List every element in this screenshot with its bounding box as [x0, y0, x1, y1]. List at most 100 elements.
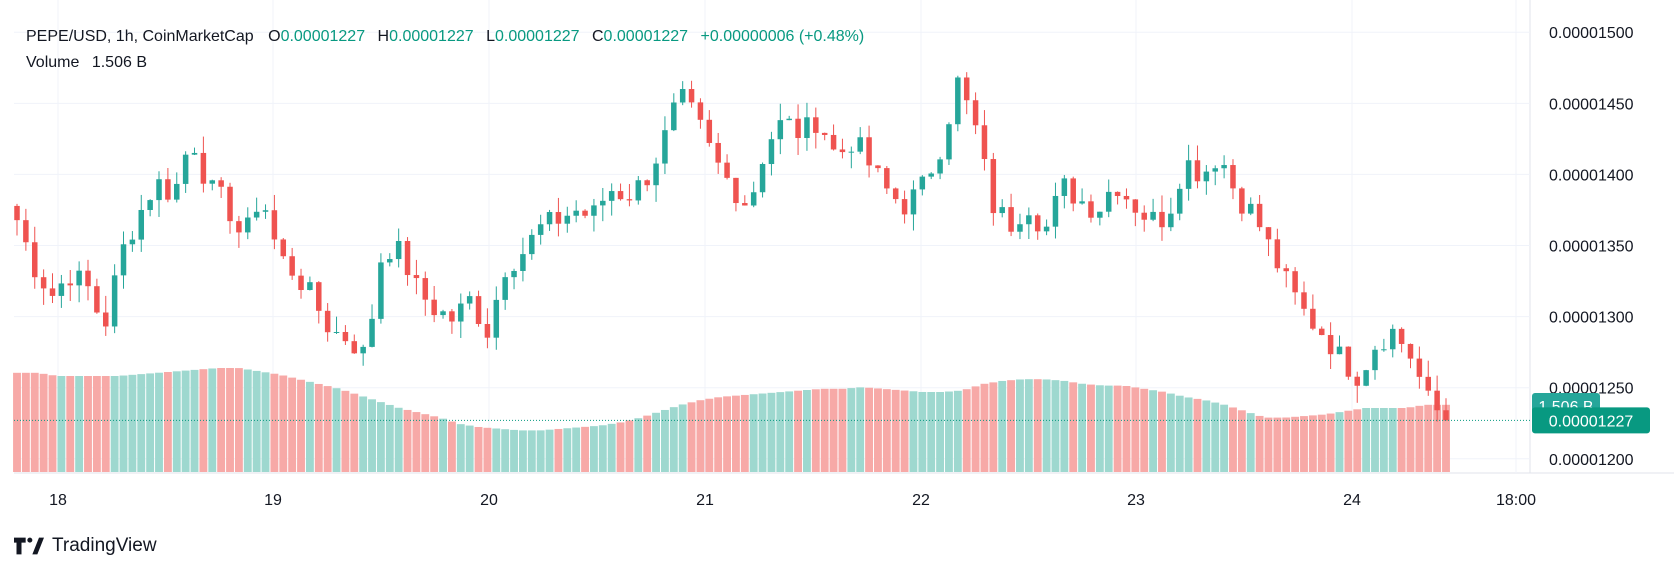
candle-body — [218, 180, 224, 187]
volume-bar — [598, 425, 607, 472]
volume-bar — [279, 375, 288, 472]
volume-bar — [536, 430, 545, 472]
candle-body — [458, 303, 464, 322]
volume-bar — [155, 372, 163, 472]
candle-body — [1301, 292, 1307, 309]
candle-body — [733, 177, 739, 204]
volume-bar — [39, 373, 48, 472]
candle-body — [1398, 328, 1405, 344]
candle-body — [1247, 203, 1254, 214]
candle-body — [821, 132, 828, 135]
candle-body — [679, 89, 686, 103]
candle-body — [1407, 343, 1414, 359]
volume-bar — [1379, 408, 1388, 472]
time-tick-label: 20 — [480, 492, 498, 509]
candle-body — [316, 282, 322, 311]
volume-bar — [1317, 414, 1326, 472]
tradingview-logo[interactable]: TradingView — [14, 535, 157, 557]
volume-bar — [243, 369, 252, 472]
candle-body — [626, 199, 633, 201]
volume-bar — [1104, 385, 1113, 472]
candle-body — [1150, 211, 1156, 220]
time-tick-label: 18:00 — [1496, 492, 1536, 509]
change-value: +0.00000006 (+0.48%) — [700, 28, 865, 45]
volume-bar — [1335, 412, 1344, 472]
volume-bar — [1246, 413, 1255, 472]
volume-bar — [146, 373, 155, 472]
price-tag-label: 0.00001227 — [1549, 413, 1634, 430]
volume-bar — [1291, 416, 1300, 472]
volume-bar — [21, 372, 30, 472]
candle-body — [511, 270, 517, 278]
candle-body — [49, 288, 56, 296]
volume-bar — [1255, 415, 1264, 472]
volume-bar — [1362, 408, 1371, 472]
volume-bar — [447, 421, 456, 472]
candle-body — [1132, 199, 1139, 213]
candle-body — [1079, 201, 1085, 204]
volume-bar — [1237, 410, 1246, 472]
time-tick-label: 22 — [912, 492, 930, 509]
candle-body — [777, 120, 784, 140]
candle-body — [866, 137, 872, 166]
volume-bar — [820, 388, 829, 472]
volume-bar — [92, 376, 101, 472]
volume-bar — [936, 392, 945, 472]
candle-body — [1105, 191, 1112, 212]
volume-bar — [909, 391, 918, 472]
volume-bar — [1131, 387, 1140, 472]
volume-bar — [48, 375, 57, 472]
candle-body — [324, 310, 331, 333]
volume-bar — [785, 391, 794, 472]
volume-bar — [190, 369, 199, 472]
volume-bar — [492, 428, 501, 472]
candle-body — [289, 256, 295, 276]
candle-body — [1274, 239, 1281, 269]
volume-legend[interactable]: Volume 1.506 B — [26, 54, 147, 72]
volume-bar — [740, 394, 749, 472]
tradingview-brand-name: TradingView — [52, 535, 157, 556]
time-tick-label: 24 — [1343, 492, 1361, 509]
symbol-title[interactable]: PEPE/USD, 1h, CoinMarketCap — [26, 28, 254, 45]
candle-body — [395, 240, 402, 260]
candle-body — [1123, 195, 1130, 200]
candle-body — [387, 259, 393, 263]
candle-body — [1061, 178, 1068, 196]
volume-bar — [652, 412, 660, 472]
candle-body — [1443, 410, 1449, 421]
time-tick-label: 18 — [49, 492, 67, 509]
volume-bar — [368, 399, 376, 472]
volume-bar — [1033, 379, 1042, 472]
volume-bar — [687, 402, 696, 472]
volume-bar — [261, 372, 270, 472]
volume-bar — [1433, 404, 1442, 472]
volume-bar — [758, 393, 767, 472]
candle-body — [892, 188, 899, 200]
candle-body — [591, 205, 597, 216]
volume-bar — [554, 428, 563, 472]
candle-body — [990, 159, 997, 214]
candle-body — [644, 180, 650, 186]
volume-bar — [234, 368, 243, 472]
volume-bar — [607, 423, 616, 472]
candle-body — [715, 142, 721, 163]
price-tick-label: 0.00001450 — [1549, 96, 1634, 113]
volume-bar — [1326, 413, 1335, 472]
volume-bar — [678, 404, 687, 472]
candle-body — [14, 205, 20, 221]
candle-body — [1230, 165, 1236, 189]
tradingview-logo-icon — [14, 537, 44, 555]
candle-body — [1168, 213, 1174, 228]
volume-bar — [989, 382, 998, 472]
price-tick-label: 0.00001500 — [1549, 25, 1634, 42]
volume-bar — [84, 376, 92, 472]
candle-body — [635, 180, 642, 201]
candle-body — [830, 134, 837, 150]
axis-tags: 1.506 B0.00001227 — [1532, 393, 1650, 434]
volume-bar — [474, 426, 483, 472]
volume-bar — [181, 370, 190, 472]
volume-bar — [1007, 380, 1016, 472]
volume-bar — [1122, 385, 1131, 472]
